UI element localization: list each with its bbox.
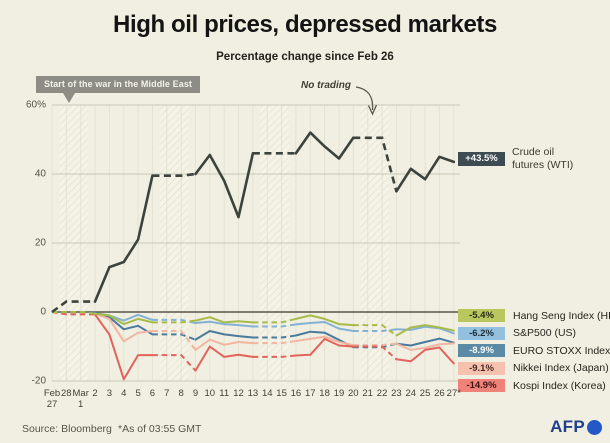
x-axis-label: 8: [178, 388, 184, 399]
war-start-annotation: Start of the war in the Middle East: [36, 76, 201, 93]
no-trading-arrow: [355, 86, 374, 111]
x-axis-label: 20: [348, 388, 359, 399]
x-axis-label: 5: [135, 388, 141, 399]
y-axis-label: 40: [34, 168, 46, 180]
x-axis-label: 9: [192, 388, 199, 399]
index-legend: -5.4% Hang Seng Index (HK) -6.2% S&P500 …: [458, 309, 610, 397]
x-axis-label: Feb 27: [43, 388, 61, 410]
x-axis-label: 18: [319, 388, 330, 399]
legend-label: Nikkei Index (Japan): [513, 362, 609, 374]
series-line: [94, 313, 455, 381]
legend-label: S&P500 (US): [513, 327, 577, 339]
crude-series-label-line2: futures (WTI): [512, 159, 574, 171]
series-line: [94, 312, 455, 335]
x-axis-label: 23: [391, 388, 402, 399]
x-axis-label: 26: [434, 388, 445, 399]
y-axis-label: 20: [34, 237, 46, 249]
legend-label: Hang Seng Index (HK): [513, 309, 610, 322]
page-title: High oil prices, depressed markets: [113, 11, 497, 38]
crude-series-label-line1: Crude oil: [512, 146, 555, 158]
legend-row: -14.9% Kospi Index (Korea): [458, 379, 610, 392]
x-axis-label: 10: [204, 388, 216, 399]
source-credit: Source: Bloomberg: [22, 423, 112, 435]
legend-value-badge: -14.9%: [458, 379, 505, 392]
y-axis-label: 0: [40, 306, 46, 318]
page-subtitle: Percentage change since Feb 26: [216, 51, 394, 63]
afp-logo: AFP: [550, 417, 602, 437]
legend-value-badge: -9.1%: [458, 361, 505, 375]
series-line: [94, 312, 455, 337]
x-axis-label: 22: [376, 388, 388, 399]
chart-generated-layer: [51, 104, 460, 382]
afp-globe-icon: [587, 419, 602, 435]
x-axis-label: 3: [106, 388, 113, 399]
series-line: [94, 312, 455, 351]
crude-series-label: Crude oil futures (WTI): [512, 146, 573, 172]
x-axis-label: 21: [362, 388, 373, 399]
x-axis-label: 15: [276, 388, 287, 399]
legend-row: -8.9% EURO STOXX Index: [458, 344, 610, 357]
x-axis-label: Mar 1: [72, 388, 89, 410]
legend-row: -5.4% Hang Seng Index (HK): [458, 309, 610, 322]
legend-value-badge: -5.4%: [458, 309, 505, 322]
legend-label: Kospi Index (Korea): [513, 379, 606, 392]
x-axis-label: 19: [333, 388, 345, 399]
no-trading-arrowhead: [367, 104, 378, 116]
no-trading-annotation: No trading: [301, 80, 351, 91]
series-line-dashed: [51, 136, 398, 314]
asof-note: *As of 03:55 GMT: [118, 423, 202, 435]
x-axis-label: 2: [92, 388, 98, 399]
x-axis-label: 25: [419, 388, 431, 399]
legend-label: EURO STOXX Index: [513, 344, 610, 357]
legend-value-badge: -8.9%: [458, 344, 505, 357]
x-axis-label: 28: [61, 388, 72, 399]
x-axis-label: 13: [247, 388, 259, 399]
x-axis-label: 27*: [446, 388, 461, 399]
x-axis-label: 12: [233, 388, 244, 399]
x-axis-label: 11: [219, 388, 230, 399]
x-axis-label: 17: [305, 388, 316, 399]
x-axis-label: 14: [262, 388, 273, 399]
series-line: [94, 311, 455, 349]
series-line-dashed: [52, 311, 397, 337]
y-axis-label: -20: [31, 375, 46, 387]
series-line: [93, 131, 456, 303]
series-line-dashed: [51, 311, 398, 372]
crude-value-badge: +43.5%: [458, 152, 505, 166]
x-axis-label: 24: [405, 388, 417, 399]
x-axis-label: 16: [290, 388, 302, 399]
legend-row: -6.2% S&P500 (US): [458, 326, 610, 340]
x-axis-label: 6: [149, 388, 156, 399]
x-axis-label: 4: [121, 388, 127, 399]
war-annotation-pointer: [63, 93, 75, 103]
afp-logo-text: AFP: [550, 417, 585, 436]
legend-row: -9.1% Nikkei Index (Japan): [458, 361, 610, 375]
x-axis-label: 7: [164, 388, 170, 399]
legend-value-badge: -6.2%: [458, 326, 505, 340]
y-axis-label: 60%: [25, 99, 46, 111]
